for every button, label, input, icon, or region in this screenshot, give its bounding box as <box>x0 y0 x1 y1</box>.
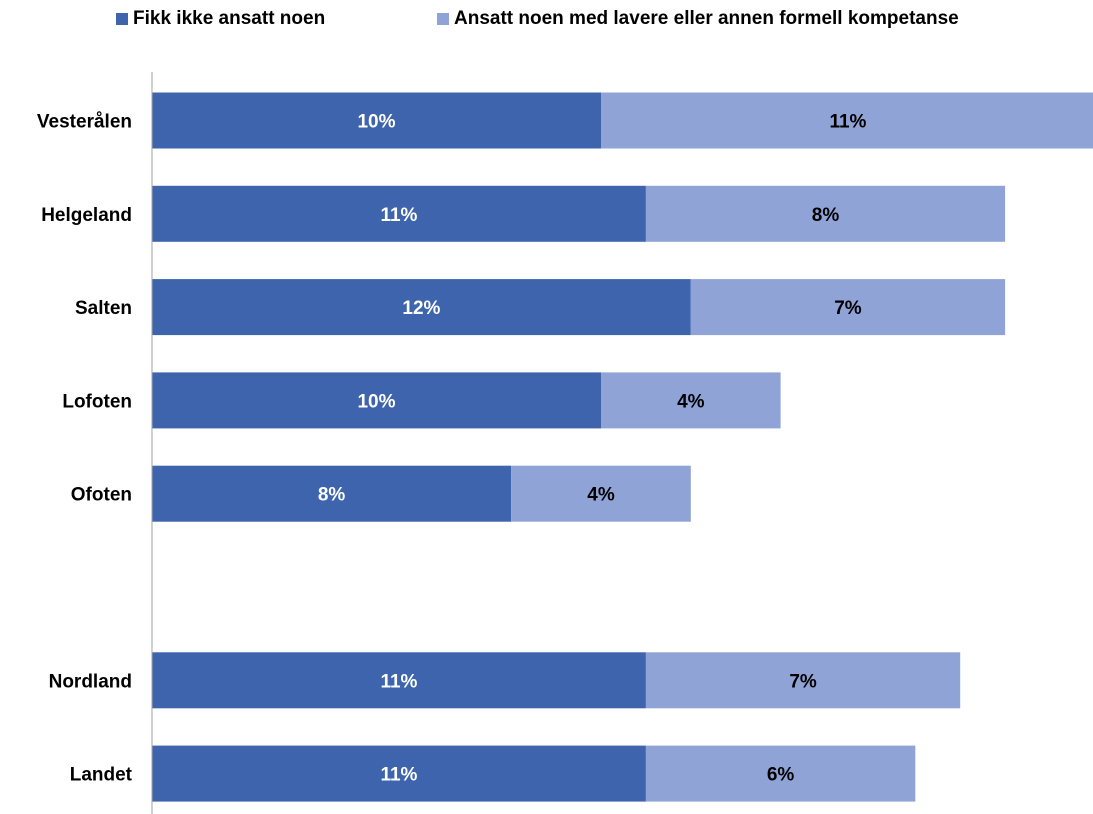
legend-item-ansatt-noen-lavere: Ansatt noen med lavere eller annen forme… <box>437 8 959 30</box>
data-label: 10% <box>357 391 395 412</box>
data-label: 6% <box>767 765 795 786</box>
data-label: 11% <box>380 765 417 786</box>
legend-label: Ansatt noen med lavere eller annen forme… <box>454 8 959 29</box>
bar-fikk-ikke-ansatt-vesterålen <box>152 92 601 149</box>
legend-swatch-dark <box>116 13 128 25</box>
bar-ansatt-lavere-helgeland <box>645 185 1006 242</box>
legend: Fikk ikke ansatt noen Ansatt noen med la… <box>0 8 1093 36</box>
data-label: 8% <box>812 205 840 226</box>
bar-fikk-ikke-ansatt-nordland <box>152 652 646 709</box>
bar-ansatt-lavere-ofoten <box>511 465 691 522</box>
category-label: Nordland <box>49 671 132 692</box>
data-label: 10% <box>357 112 395 133</box>
bar-ansatt-lavere-vesterålen <box>601 92 1093 149</box>
data-label: 4% <box>677 391 705 412</box>
legend-label: Fikk ikke ansatt noen <box>133 8 326 29</box>
bar-ansatt-lavere-lofoten <box>601 372 781 429</box>
data-label: 7% <box>789 671 817 692</box>
data-label: 8% <box>318 485 346 506</box>
category-label: Landet <box>70 765 133 786</box>
category-label: Salten <box>75 298 132 319</box>
bar-fikk-ikke-ansatt-ofoten <box>152 465 512 522</box>
data-label: 11% <box>380 671 417 692</box>
bar-ansatt-lavere-nordland <box>645 652 961 709</box>
category-label: Helgeland <box>41 205 132 226</box>
legend-item-fikk-ikke-ansatt: Fikk ikke ansatt noen <box>116 8 325 30</box>
data-label: 11% <box>380 205 417 226</box>
legend-swatch-light <box>437 13 449 25</box>
category-label: Vesterålen <box>37 112 132 133</box>
bar-fikk-ikke-ansatt-helgeland <box>152 185 646 242</box>
bar-fikk-ikke-ansatt-landet <box>152 745 646 802</box>
bar-ansatt-lavere-landet <box>645 745 916 802</box>
data-label: 7% <box>834 298 862 319</box>
data-label: 12% <box>402 298 440 319</box>
bar-ansatt-lavere-salten <box>690 279 1006 336</box>
category-label: Ofoten <box>71 485 132 506</box>
data-label: 4% <box>587 485 615 506</box>
data-label: 11% <box>829 112 866 133</box>
bar-fikk-ikke-ansatt-lofoten <box>152 372 601 429</box>
bar-fikk-ikke-ansatt-salten <box>152 279 691 336</box>
category-label: Lofoten <box>62 391 132 412</box>
